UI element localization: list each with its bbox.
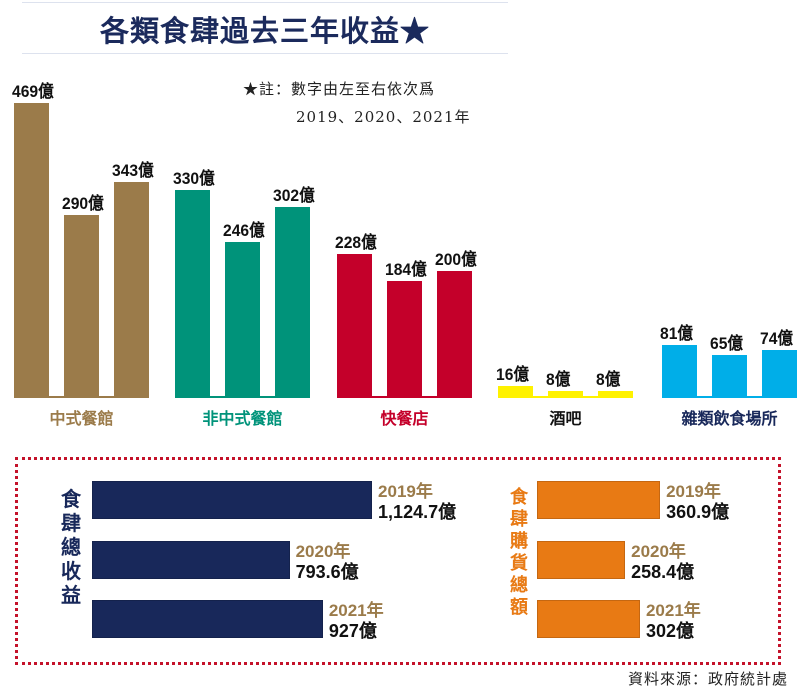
bar-雜類飲食場所-2019 bbox=[662, 345, 697, 396]
title-rule-top bbox=[22, 2, 508, 3]
bar-非中式餐館-2020 bbox=[225, 242, 260, 396]
value-label: 258.4億 bbox=[631, 562, 695, 582]
bar-value-label: 81億 bbox=[660, 324, 694, 344]
bar-雜類飲食場所-2020 bbox=[712, 355, 747, 396]
value-label: 927億 bbox=[328, 621, 377, 641]
category-baseline bbox=[662, 396, 797, 398]
value-label: 1,124.7億 bbox=[378, 502, 457, 522]
bar-快餐店-2020 bbox=[387, 281, 422, 396]
bar-非中式餐館-2019 bbox=[175, 189, 210, 396]
bar-value-label: 8億 bbox=[546, 370, 571, 389]
bar-value-label: 469億 bbox=[12, 81, 54, 101]
source-note: 資料來源：政府統計處 bbox=[627, 670, 788, 688]
bar-食肆購貨總額-2021年 bbox=[537, 600, 640, 638]
category-baseline bbox=[498, 396, 633, 398]
category-label: 中式餐館 bbox=[49, 409, 114, 428]
bar-食肆總收益-2019年 bbox=[92, 481, 373, 519]
bar-value-label: 302億 bbox=[273, 186, 315, 206]
bar-快餐店-2021 bbox=[437, 271, 472, 396]
bar-value-label: 246億 bbox=[223, 221, 265, 241]
bar-value-label: 200億 bbox=[435, 250, 477, 269]
category-label: 非中式餐館 bbox=[202, 409, 283, 428]
note-line-1: ★註：數字由左至右依次爲 bbox=[243, 80, 436, 98]
purchases-panel-title: 食肆購貨總額 bbox=[510, 487, 528, 618]
category-baseline bbox=[175, 396, 310, 398]
category-label: 酒吧 bbox=[549, 409, 582, 428]
category-baseline bbox=[337, 396, 472, 398]
revenue-panel-title: 食肆總收益 bbox=[61, 487, 81, 607]
bar-value-label: 65億 bbox=[710, 334, 744, 354]
year-label: 2019年 bbox=[378, 482, 433, 501]
bar-酒吧-2019 bbox=[498, 386, 533, 396]
bar-非中式餐館-2021 bbox=[275, 207, 310, 396]
bar-value-label: 184億 bbox=[385, 260, 427, 279]
bar-食肆總收益-2021年 bbox=[92, 600, 323, 638]
bar-食肆購貨總額-2019年 bbox=[537, 481, 661, 519]
bar-快餐店-2019 bbox=[337, 253, 372, 396]
year-label: 2019年 bbox=[666, 482, 721, 501]
bar-value-label: 74億 bbox=[760, 328, 794, 348]
bar-value-label: 343億 bbox=[112, 160, 154, 180]
bar-value-label: 16億 bbox=[496, 365, 530, 384]
bar-value-label: 8億 bbox=[596, 370, 621, 389]
value-label: 302億 bbox=[645, 621, 695, 641]
chart-title: 各類食肆過去三年收益★ bbox=[99, 14, 430, 48]
note-line-2: 2019、2020、2021年 bbox=[296, 108, 471, 126]
category-baseline bbox=[14, 396, 149, 398]
year-label: 2020年 bbox=[295, 542, 351, 561]
bar-酒吧-2021 bbox=[598, 391, 633, 396]
bar-中式餐館-2019 bbox=[14, 102, 49, 396]
title-rule-bottom bbox=[22, 53, 508, 54]
bar-value-label: 330億 bbox=[173, 168, 215, 188]
bar-中式餐館-2020 bbox=[64, 214, 99, 396]
bar-中式餐館-2021 bbox=[114, 181, 149, 396]
bar-雜類飲食場所-2021 bbox=[762, 349, 797, 396]
year-label: 2021年 bbox=[328, 601, 384, 620]
bar-食肆購貨總額-2020年 bbox=[537, 541, 626, 579]
bar-value-label: 290億 bbox=[62, 193, 104, 213]
bar-value-label: 228億 bbox=[335, 232, 377, 252]
year-label: 2021年 bbox=[645, 601, 701, 620]
bar-酒吧-2020 bbox=[548, 391, 583, 396]
value-label: 793.6億 bbox=[295, 562, 359, 582]
bar-食肆總收益-2020年 bbox=[92, 541, 290, 579]
category-label: 雜類飲食場所 bbox=[681, 409, 778, 428]
value-label: 360.9億 bbox=[666, 502, 730, 522]
totals-panel bbox=[15, 457, 781, 665]
year-label: 2020年 bbox=[631, 542, 686, 561]
category-label: 快餐店 bbox=[380, 409, 429, 428]
